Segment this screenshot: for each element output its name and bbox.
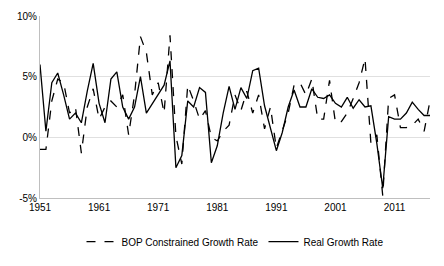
svg-text:0%: 0% — [23, 132, 38, 143]
svg-text:1961: 1961 — [88, 202, 111, 213]
svg-text:BOP Constrained Growth Rate: BOP Constrained Growth Rate — [122, 237, 259, 248]
svg-text:Real Growth Rate: Real Growth Rate — [303, 237, 383, 248]
svg-text:1971: 1971 — [147, 202, 170, 213]
svg-text:5%: 5% — [23, 71, 38, 82]
svg-text:2001: 2001 — [324, 202, 347, 213]
svg-text:1991: 1991 — [265, 202, 288, 213]
svg-text:1981: 1981 — [206, 202, 229, 213]
svg-text:1951: 1951 — [29, 202, 52, 213]
svg-text:10%: 10% — [17, 11, 37, 22]
svg-text:-5%: -5% — [19, 193, 37, 204]
svg-text:2011: 2011 — [384, 202, 406, 213]
